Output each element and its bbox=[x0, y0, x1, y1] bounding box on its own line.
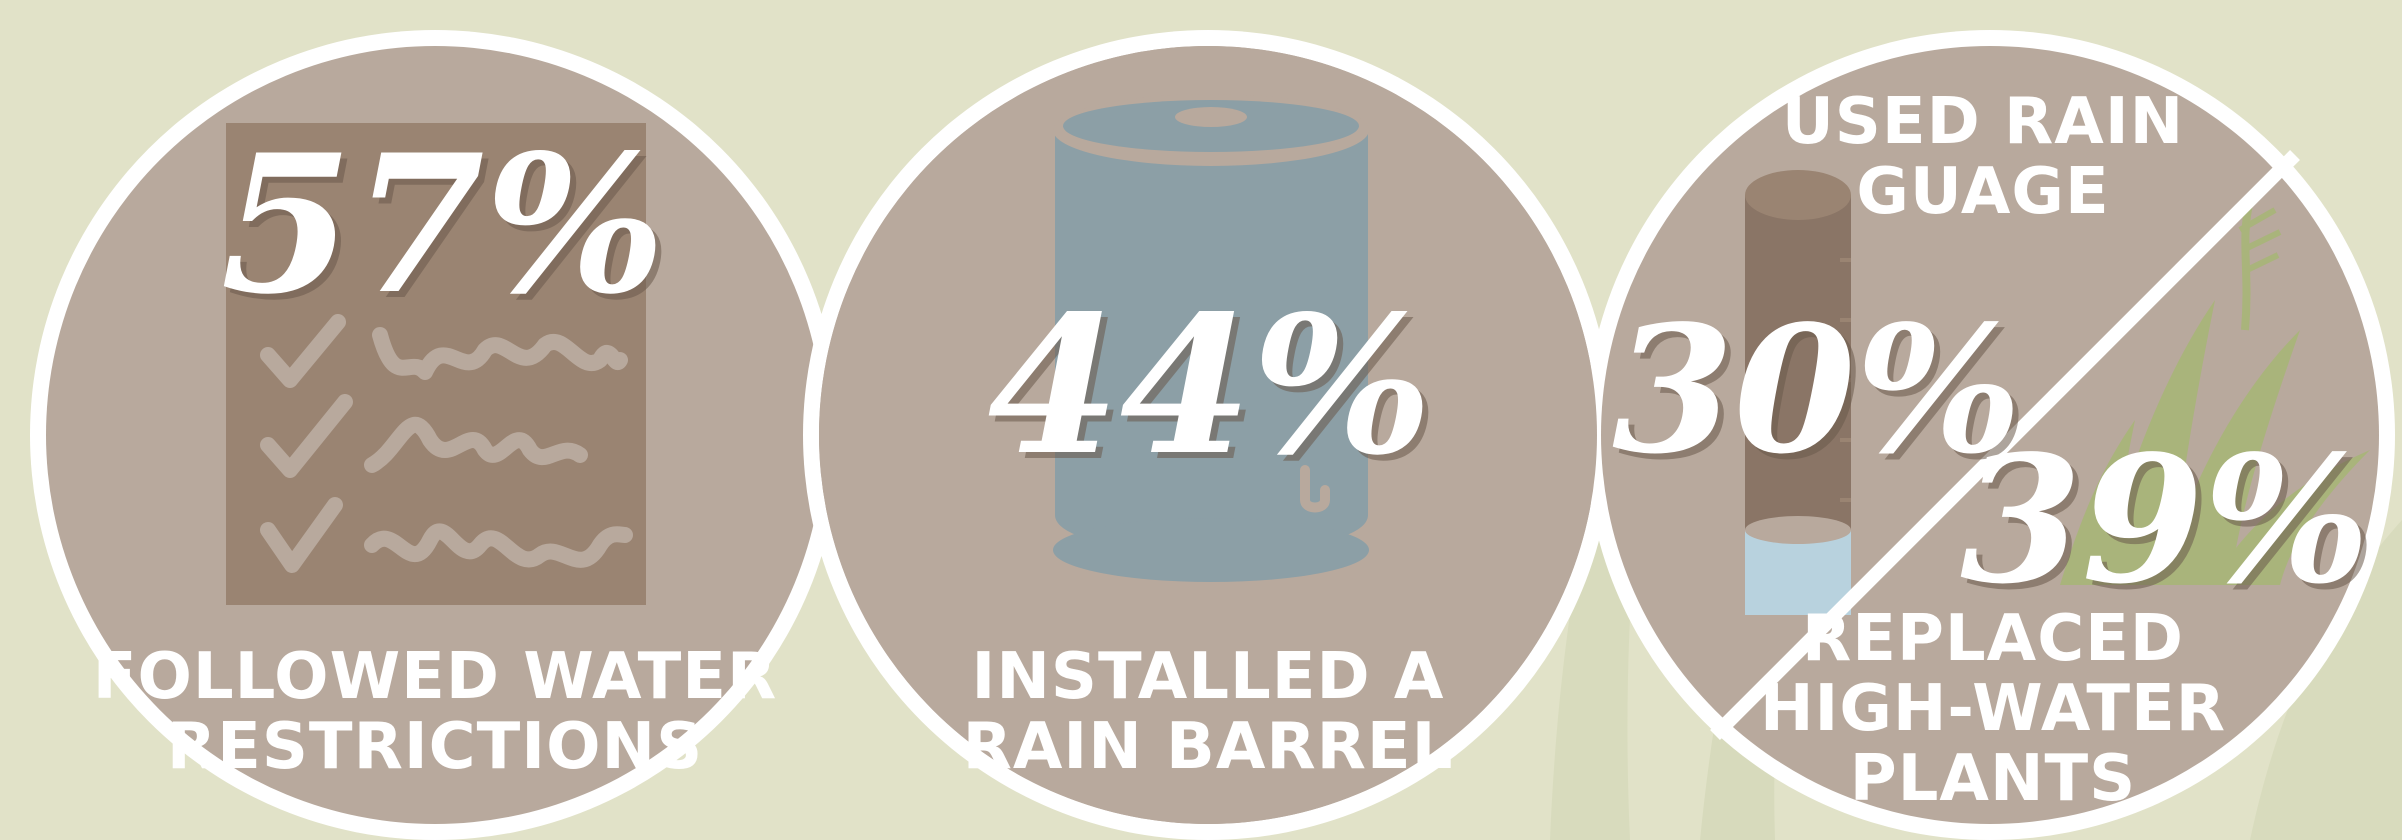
rain-barrel-icon bbox=[1053, 94, 1369, 582]
percent-39-shadow: 39% bbox=[1966, 424, 2376, 629]
caption-30-line1: USED RAIN bbox=[1782, 85, 2184, 159]
checklist-icon bbox=[226, 123, 646, 605]
caption-44-line2: RAIN BARREL bbox=[963, 710, 1454, 784]
rain-gauge-icon bbox=[1745, 170, 1851, 615]
divider-line bbox=[1710, 150, 2300, 740]
percent-44-shadow: 44% bbox=[994, 280, 1439, 503]
caption-39-line1: REPLACED bbox=[1802, 602, 2184, 676]
succulent-plant-icon bbox=[2060, 199, 2370, 585]
percent-57-shadow: 57% bbox=[227, 119, 672, 342]
caption-44-line1: INSTALLED A bbox=[972, 640, 1445, 714]
caption-39-line2: HIGH-WATER bbox=[1760, 672, 2226, 746]
percent-30-shadow: 30% bbox=[1618, 294, 2028, 499]
caption-39-line3: PLANTS bbox=[1850, 742, 2137, 816]
caption-57-line1: FOLLOWED WATER bbox=[93, 640, 777, 714]
percent-39: 39% bbox=[1960, 418, 2370, 623]
caption-57-line2: RESTRICTIONS bbox=[167, 710, 703, 784]
percent-57: 57% bbox=[221, 113, 666, 336]
caption-30-line2: GUAGE bbox=[1856, 155, 2109, 229]
percent-30: 30% bbox=[1612, 288, 2022, 493]
percent-44: 44% bbox=[988, 274, 1433, 497]
